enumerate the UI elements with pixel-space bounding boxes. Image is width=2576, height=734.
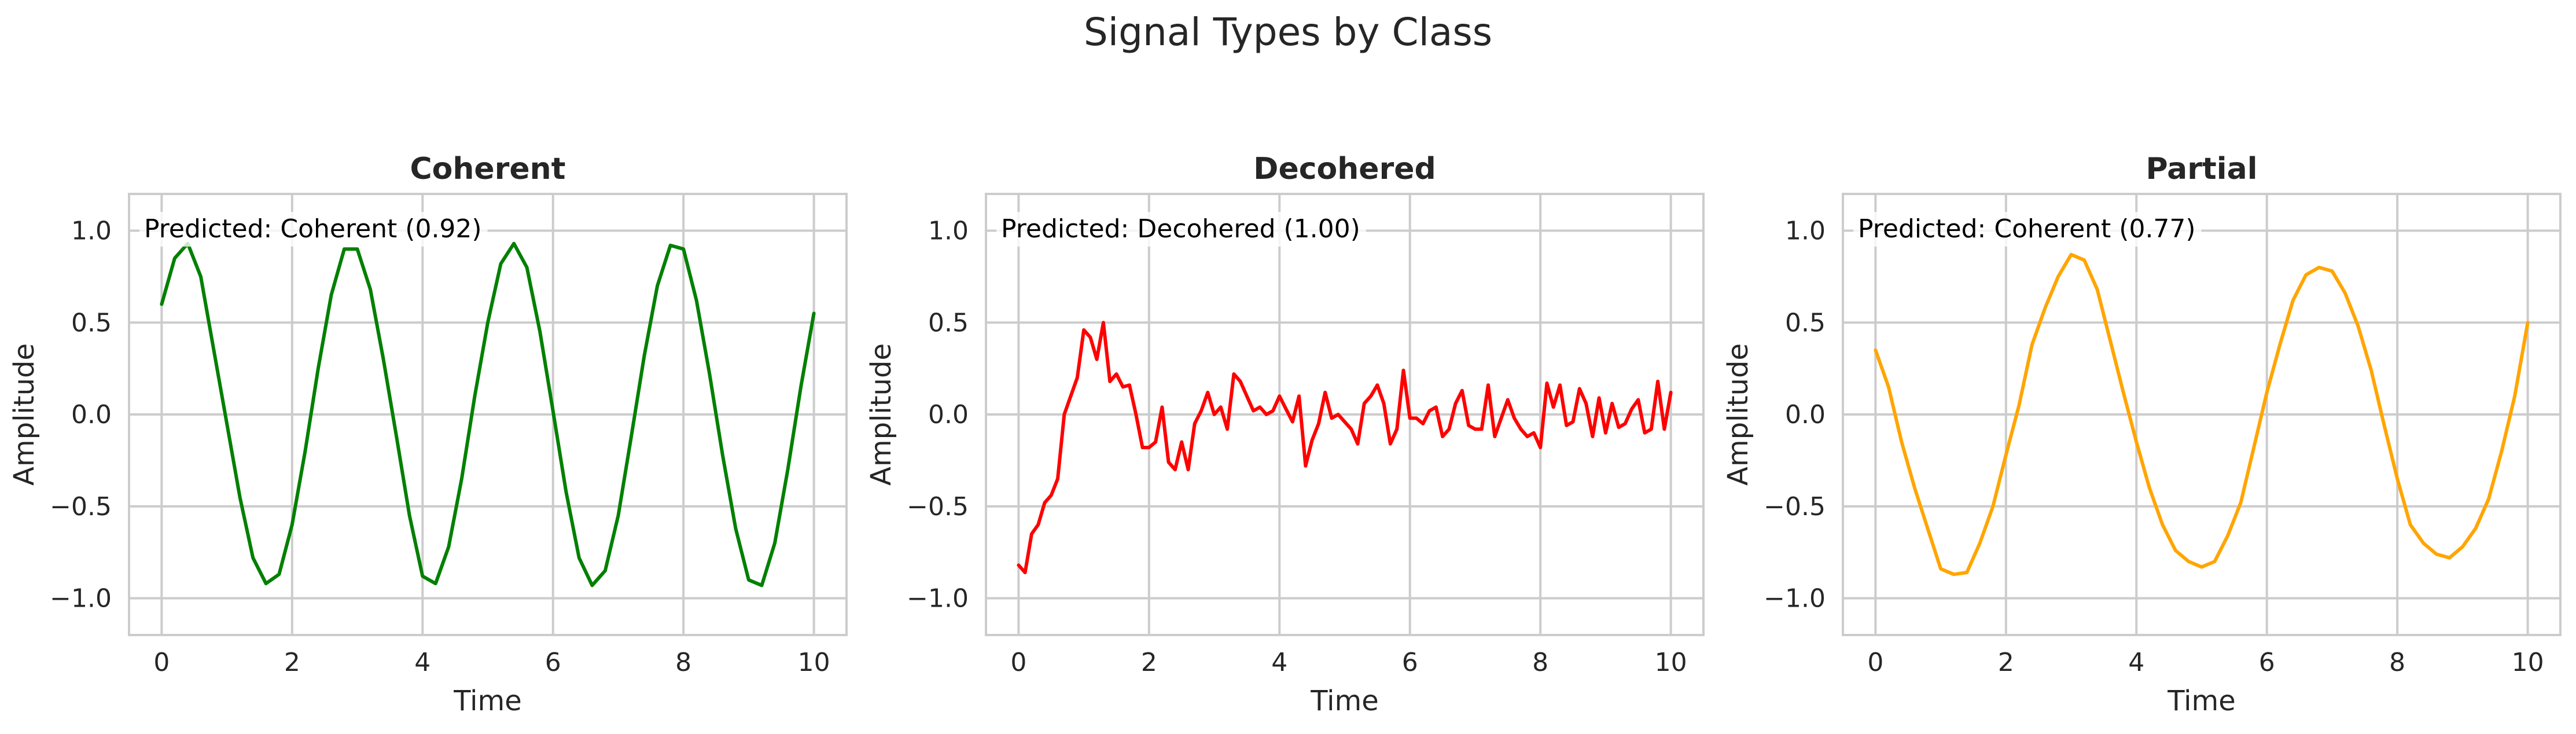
y-tick-label: −0.5 <box>907 492 969 522</box>
x-tick-label: 6 <box>2259 648 2275 677</box>
x-tick-label: 8 <box>1532 648 1548 677</box>
figure-suptitle: Signal Types by Class <box>1084 10 1492 54</box>
x-tick-label: 6 <box>1402 648 1418 677</box>
x-tick-label: 4 <box>1271 648 1287 677</box>
y-tick-label: −0.5 <box>1764 492 1826 522</box>
y-tick-label: −0.5 <box>50 492 112 522</box>
series-line-1 <box>1874 252 2530 577</box>
axes-frame <box>1842 193 2562 636</box>
y-axis-label: Amplitude <box>1722 343 1754 486</box>
x-tick-label: 4 <box>2128 648 2144 677</box>
y-axis-label: Amplitude <box>8 343 41 486</box>
y-tick-label: 0.0 <box>71 400 112 430</box>
x-tick-label: 2 <box>284 648 300 677</box>
x-tick-label: 0 <box>1010 648 1026 677</box>
y-tick-label: 0.5 <box>71 308 112 337</box>
subplot-3: 0 2 4 6 8 10 −1.0 −0.5 0.0 0.5 1.0 Time Amplitude Par… <box>1722 152 2562 717</box>
annotation-box <box>1853 212 2202 247</box>
axes-frame <box>128 193 848 636</box>
y-tick-label: −1.0 <box>1764 584 1826 614</box>
x-tick-label: 0 <box>1867 648 1883 677</box>
x-tick-label: 0 <box>153 648 170 677</box>
subplot-title: Partial <box>2146 152 2257 186</box>
x-tick-label: 6 <box>545 648 561 677</box>
x-tick-label: 10 <box>798 648 830 677</box>
x-tick-label: 8 <box>675 648 691 677</box>
x-axis-label: Time <box>2167 685 2235 717</box>
prediction-annotation: Predicted: Coherent (0.77) <box>1858 214 2196 244</box>
x-axis-label: Time <box>453 685 521 717</box>
subplots: 0 2 4 6 8 10 −1.0 −0.5 0.0 0.5 1.0 Time Amplitude Coh… <box>8 152 2562 717</box>
subplot-1: 0 2 4 6 8 10 −1.0 −0.5 0.0 0.5 1.0 Time Amplitude Coh… <box>8 152 848 717</box>
x-tick-label: 10 <box>2512 648 2544 677</box>
x-tick-label: 10 <box>1655 648 1687 677</box>
y-tick-label: 1.0 <box>928 216 969 246</box>
y-tick-label: 0.0 <box>1785 400 1826 430</box>
x-axis-label: Time <box>1310 685 1378 717</box>
y-tick-label: −1.0 <box>907 584 969 614</box>
y-tick-label: 1.0 <box>71 216 112 246</box>
prediction-annotation: Predicted: Decohered (1.00) <box>1001 214 1360 244</box>
subplot-title: Decohered <box>1253 152 1436 186</box>
x-tick-label: 4 <box>414 648 430 677</box>
x-tick-label: 8 <box>2389 648 2405 677</box>
y-tick-label: 0.0 <box>928 400 969 430</box>
y-tick-label: 0.5 <box>928 308 969 337</box>
subplot-title: Coherent <box>410 152 566 186</box>
y-axis-label: Amplitude <box>865 343 897 486</box>
x-tick-label: 2 <box>1141 648 1157 677</box>
y-tick-label: −1.0 <box>50 584 112 614</box>
subplot-2: 0 2 4 6 8 10 −1.0 −0.5 0.0 0.5 1.0 Time Amplitude Dec… <box>865 152 1705 717</box>
prediction-annotation: Predicted: Coherent (0.92) <box>144 214 482 244</box>
series-line-1 <box>1017 321 1673 574</box>
series-line-1 <box>160 241 816 588</box>
axes-frame <box>985 193 1705 636</box>
y-tick-label: 1.0 <box>1785 216 1826 246</box>
annotation-box <box>139 212 488 247</box>
annotation-box <box>996 212 1366 247</box>
x-tick-label: 2 <box>1998 648 2014 677</box>
y-tick-label: 0.5 <box>1785 308 1826 337</box>
